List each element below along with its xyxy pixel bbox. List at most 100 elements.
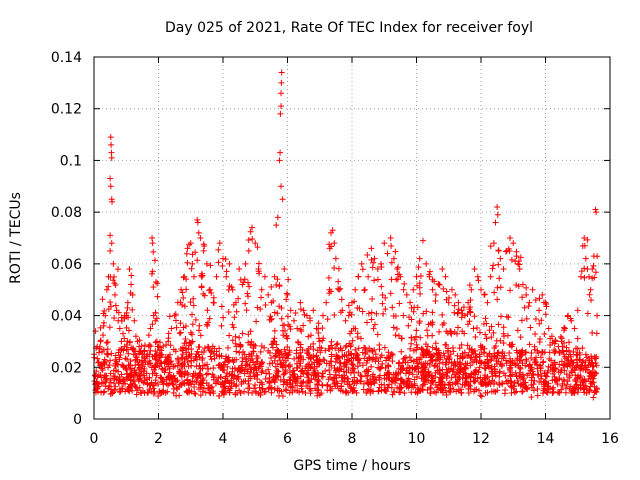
data-point [111,291,118,298]
data-point [587,286,594,293]
data-point [112,352,119,359]
data-point [381,240,388,247]
data-point [590,394,597,401]
data-point [379,360,386,367]
data-point [482,359,489,366]
data-point [266,384,273,391]
data-point [241,388,248,395]
data-point [151,389,158,396]
data-point [111,315,118,322]
data-point [286,389,293,396]
data-point [452,291,459,298]
data-point [533,354,540,361]
data-point [218,303,225,310]
data-point [331,374,338,381]
data-point [147,381,154,388]
data-point [385,349,392,356]
data-point [95,381,102,388]
data-point [481,291,488,298]
data-point [556,376,563,383]
data-point [183,250,190,257]
data-point [534,347,541,354]
data-point [120,330,127,337]
data-point [136,365,143,372]
data-point [408,357,415,364]
data-point [361,286,368,293]
data-point [589,329,596,336]
data-point [120,363,127,370]
data-point [374,331,381,338]
data-point [327,374,334,381]
data-point [111,273,118,280]
data-point [149,268,156,275]
data-point [379,300,386,307]
data-point [176,383,183,390]
data-point [112,282,119,289]
data-point [334,285,341,292]
data-point [517,381,524,388]
data-point [387,290,394,297]
data-point [398,377,405,384]
data-point [341,351,348,358]
data-point [432,298,439,305]
data-point [526,362,533,369]
data-point [104,351,111,358]
data-point [467,308,474,315]
data-point [486,350,493,357]
data-point [472,367,479,374]
data-point [414,360,421,367]
data-point [273,369,280,376]
data-point [436,328,443,335]
data-point [94,355,101,362]
data-point [232,333,239,340]
data-point [126,266,133,273]
data-point [284,313,291,320]
data-point [348,351,355,358]
data-point [473,324,480,331]
data-point [137,373,144,380]
data-point [416,280,423,287]
data-point [447,328,454,335]
data-point [231,380,238,387]
data-point [236,266,243,273]
data-point [245,331,252,338]
data-point [316,360,323,367]
data-point [382,388,389,395]
data-point [583,385,590,392]
data-point [370,325,377,332]
data-point [250,369,257,376]
data-point [171,312,178,319]
data-point [381,387,388,394]
data-point [199,388,206,395]
data-point [284,344,291,351]
data-point [279,196,286,203]
data-point [502,357,509,364]
data-point [586,291,593,298]
data-point [258,294,265,301]
data-point [307,332,314,339]
data-point [550,365,557,372]
data-point [179,361,186,368]
data-point [170,372,177,379]
data-point [574,351,581,358]
data-point [364,251,371,258]
data-point [481,374,488,381]
data-point [510,383,517,390]
data-point [345,302,352,309]
data-point [115,368,122,375]
data-point [407,378,414,385]
data-point [425,368,432,375]
data-point [255,260,262,267]
data-point [592,359,599,366]
data-point [506,350,513,357]
data-point [170,363,177,370]
data-point [365,273,372,280]
data-point [332,345,339,352]
data-point [191,390,198,397]
x-tick-label: 12 [472,431,490,447]
data-point [342,317,349,324]
data-point [376,341,383,348]
data-point [174,299,181,306]
data-point [197,365,204,372]
data-point [328,243,335,250]
